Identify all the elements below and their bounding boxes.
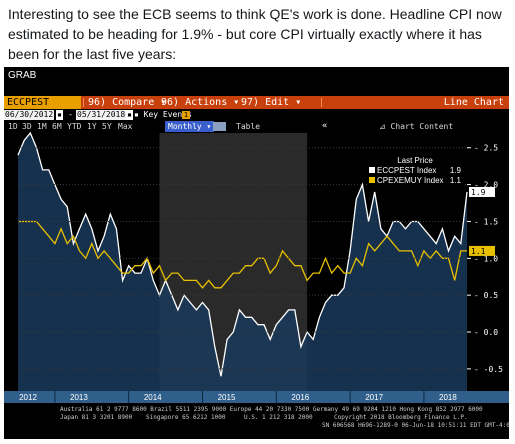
frequency-dropdown[interactable]: Monthly ▾ bbox=[165, 121, 215, 132]
frequency-label: Monthly bbox=[168, 122, 202, 131]
period-5y[interactable]: 5Y bbox=[102, 122, 112, 131]
edit-button[interactable]: 97) Edit ▾ bbox=[241, 96, 301, 109]
collapse-panel-icon[interactable]: « bbox=[322, 121, 328, 131]
period-1m[interactable]: 1M bbox=[37, 122, 47, 131]
end-date-field[interactable]: 05/31/2018 bbox=[76, 110, 127, 120]
bloomberg-terminal-screenshot: GRAB ECCPEST Index 96) Compare ▾ 96) Act… bbox=[4, 67, 509, 439]
table-label[interactable]: Table bbox=[236, 122, 261, 131]
footer-singapore: Singapore 65 6212 1000 bbox=[146, 414, 226, 421]
footer-copyright: Copyright 2018 Bloomberg Finance L.P. bbox=[334, 414, 468, 421]
chevron-down-icon: ▾ bbox=[206, 122, 212, 131]
last-value-label: 1.1 bbox=[471, 247, 486, 256]
last-value-label: 1.9 bbox=[471, 188, 486, 197]
x-tick-label: 2014 bbox=[144, 393, 162, 402]
chevron-down-icon: ▾ bbox=[233, 97, 240, 108]
table-toggle-icon[interactable] bbox=[213, 122, 226, 131]
toolbar-divider bbox=[83, 98, 84, 107]
x-tick-label: 2016 bbox=[291, 393, 309, 402]
toolbar-divider bbox=[321, 98, 322, 107]
tweet-text: Interesting to see the ECB seems to thin… bbox=[8, 6, 502, 62]
last-value-tag bbox=[469, 245, 495, 256]
chart-type-selector[interactable]: Line Chart bbox=[443, 97, 504, 108]
y-tick-label: - 0.0 bbox=[474, 328, 498, 337]
period-ytd[interactable]: YTD bbox=[67, 122, 82, 131]
legend-swatch bbox=[369, 167, 375, 173]
period-bar: 1D 3D 1M 6M YTD 1Y 5Y Max Monthly ▾ Tabl… bbox=[4, 121, 509, 132]
footer-contacts: Australia 61 2 9777 8600 Brazil 5511 239… bbox=[60, 406, 483, 413]
legend-entry-value: 1.1 bbox=[450, 176, 462, 185]
y-tick-label: - -0.5 bbox=[474, 365, 503, 374]
legend-box bbox=[367, 155, 463, 191]
series-line-cpexemuy bbox=[18, 220, 467, 289]
window-title: GRAB bbox=[8, 70, 37, 81]
last-value-tag bbox=[469, 186, 495, 197]
chart-icon: ⊿ bbox=[379, 122, 386, 131]
period-6m[interactable]: 6M bbox=[52, 122, 62, 131]
key-events-toggle[interactable]: ▪ Key Events bbox=[134, 110, 192, 120]
period-1d[interactable]: 1D bbox=[8, 122, 18, 131]
range-dash: - bbox=[68, 110, 73, 119]
period-max[interactable]: Max bbox=[118, 122, 133, 131]
key-events-label: Key Events bbox=[143, 110, 192, 119]
checkbox-icon: ▪ bbox=[134, 110, 139, 119]
legend-title: Last Price bbox=[397, 156, 433, 165]
y-tick-label: - 2.5 bbox=[474, 144, 498, 153]
actions-button[interactable]: 96) Actions ▾ bbox=[161, 96, 239, 109]
chevron-down-icon: ▾ bbox=[160, 97, 167, 108]
series-line-eccpest bbox=[17, 131, 468, 377]
x-tick-label: 2012 bbox=[19, 393, 37, 402]
x-axis-bar bbox=[4, 391, 509, 403]
y-tick-label: - 2.0 bbox=[474, 181, 498, 190]
start-date-field[interactable]: 06/30/2012 bbox=[4, 110, 55, 120]
date-range-bar: 06/30/2012 ▪ - 05/31/2018 ▪ ▪ Key Events… bbox=[4, 110, 509, 120]
period-1y[interactable]: 1Y bbox=[87, 122, 97, 131]
start-date-calendar-icon[interactable]: ▪ bbox=[56, 110, 63, 120]
headline-area-fill bbox=[18, 133, 467, 391]
legend-entry-name: CPEXEMUY Index bbox=[377, 176, 444, 185]
footer-session: SN 606568 H696-1289-0 06-Jun-18 10:51:11… bbox=[322, 422, 509, 429]
x-tick-label: 2015 bbox=[218, 393, 236, 402]
chevron-down-icon: ▾ bbox=[295, 97, 302, 108]
x-tick-label: 2017 bbox=[365, 393, 383, 402]
actions-label: 96) Actions bbox=[161, 97, 228, 108]
legend-entry-value: 1.9 bbox=[450, 166, 462, 175]
footer-us: U.S. 1 212 318 2000 bbox=[244, 414, 313, 421]
x-tick-label: 2013 bbox=[70, 393, 88, 402]
key-events-count: 1 bbox=[182, 111, 190, 119]
end-date-calendar-icon[interactable]: ▪ bbox=[126, 110, 133, 120]
edit-label: 97) Edit bbox=[241, 97, 290, 108]
legend-entry-name: ECCPEST Index bbox=[377, 166, 436, 175]
line-chart: - 2.5- 2.0- 1.5- 1.0- 0.5- 0.0- -0.51.91… bbox=[4, 131, 509, 429]
y-tick-label: - 0.5 bbox=[474, 291, 498, 300]
compare-button[interactable]: 96) Compare ▾ bbox=[88, 96, 166, 109]
chart-content-label: Chart Content bbox=[390, 122, 454, 131]
footer-japan: Japan 81 3 3201 8900 bbox=[60, 414, 133, 421]
y-tick-label: - 1.0 bbox=[474, 254, 498, 263]
x-tick-label: 2018 bbox=[439, 393, 457, 402]
chart-content-button[interactable]: ⊿ Chart Content bbox=[379, 121, 453, 132]
compare-label: 96) Compare bbox=[88, 97, 155, 108]
period-3d[interactable]: 3D bbox=[22, 122, 32, 131]
legend-swatch bbox=[369, 177, 375, 183]
y-tick-label: - 1.5 bbox=[474, 217, 498, 226]
